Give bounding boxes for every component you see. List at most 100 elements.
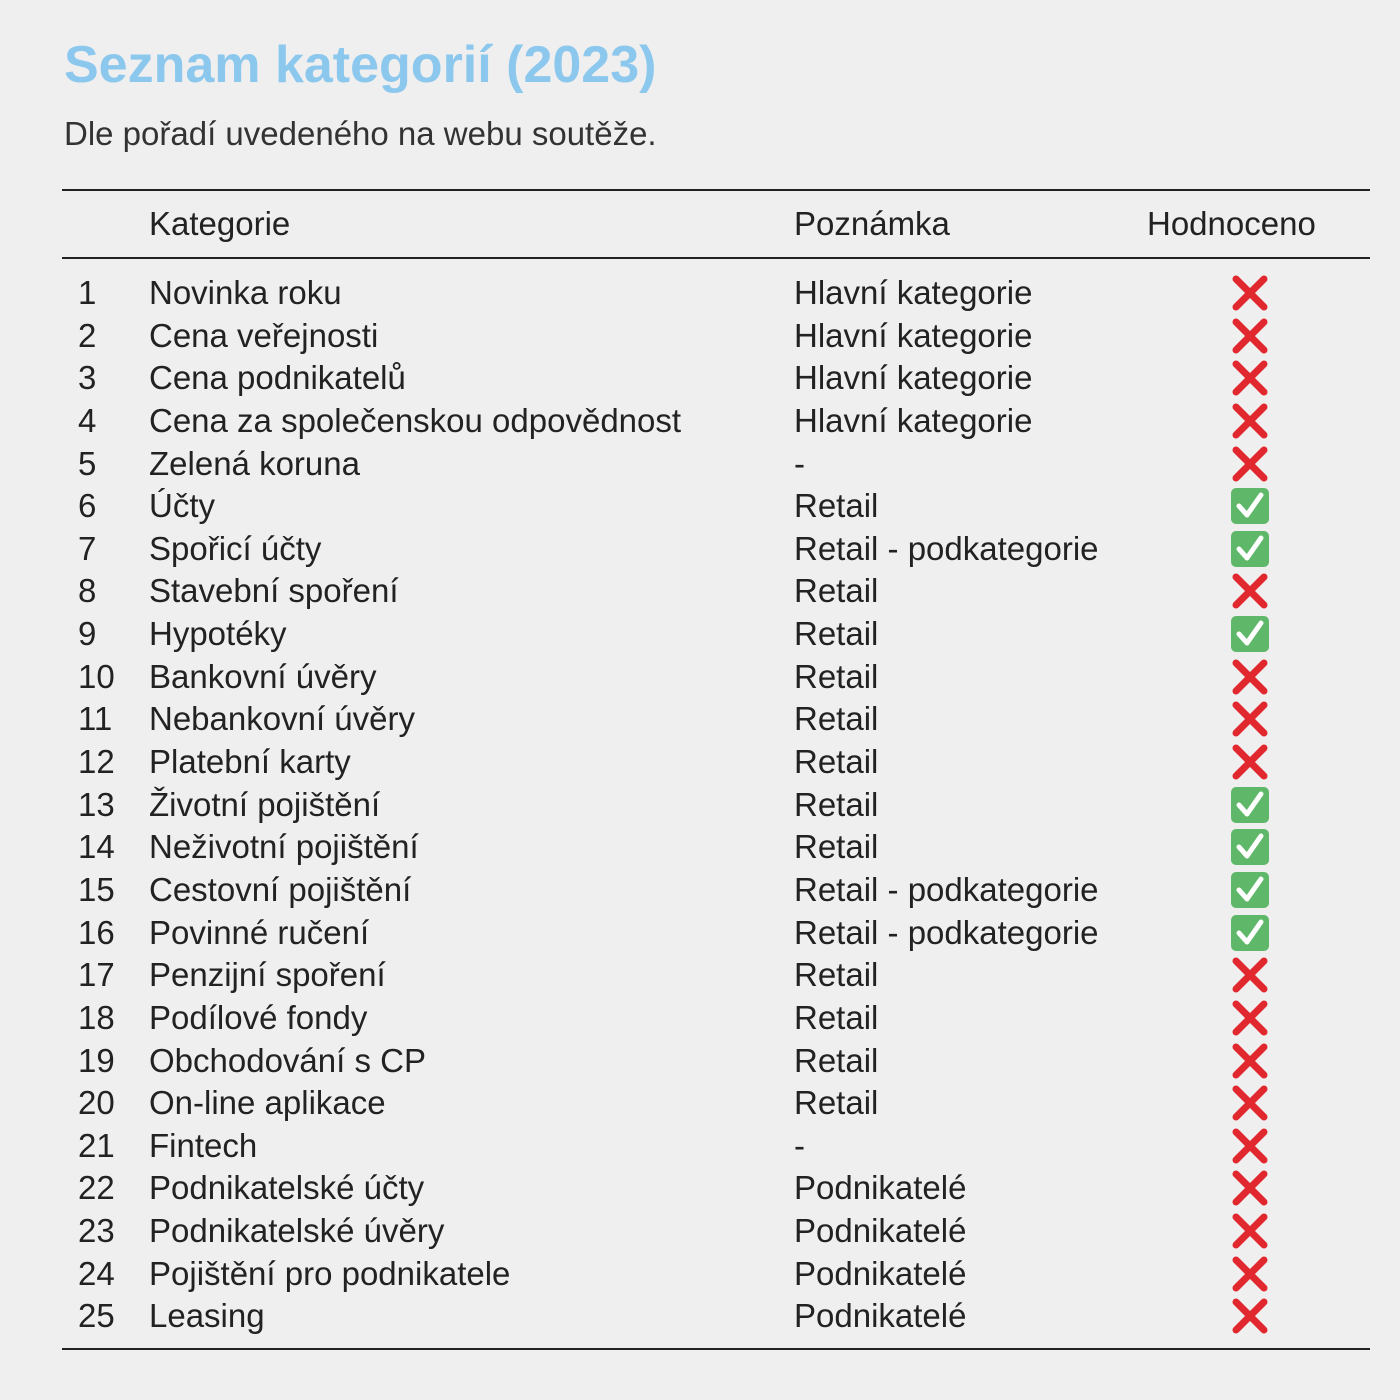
row-note: Hlavní kategorie xyxy=(794,359,1033,397)
row-note: Retail xyxy=(794,956,879,994)
table-row: 8 Stavební spoření Retail xyxy=(0,570,1400,613)
row-note: Podnikatelé xyxy=(794,1254,967,1292)
row-category: Bankovní úvěry xyxy=(149,657,377,695)
cross-mark-icon xyxy=(1230,403,1270,439)
check-mark-icon xyxy=(1230,488,1270,525)
row-category: Podnikatelské účty xyxy=(149,1169,425,1207)
table-row: 17 Penzijní spoření Retail xyxy=(0,954,1400,997)
row-note: Retail xyxy=(794,998,879,1036)
row-note: Retail xyxy=(794,572,879,610)
page-subtitle: Dle pořadí uvedeného na webu soutěže. xyxy=(64,115,657,152)
row-category: Cena za společenskou odpovědnost xyxy=(149,401,682,439)
cross-mark-icon xyxy=(1230,360,1270,396)
cross-mark-icon xyxy=(1230,1256,1270,1292)
table-row: 20 On-line aplikace Retail xyxy=(0,1082,1400,1125)
cross-mark-icon xyxy=(1230,1128,1270,1164)
row-number: 7 xyxy=(78,529,97,567)
table-top-rule xyxy=(62,189,1370,191)
row-category: Stavební spoření xyxy=(149,572,399,610)
row-note: Retail - podkategorie xyxy=(794,913,1099,951)
row-number: 1 xyxy=(78,274,97,311)
table-row: 7 Spořicí účty Retail - podkategorie xyxy=(0,528,1400,571)
row-note: Retail xyxy=(794,1041,879,1079)
row-category: Účty xyxy=(149,487,215,525)
row-category: Podílové fondy xyxy=(149,998,368,1036)
row-note: Retail xyxy=(794,487,879,525)
cross-mark-icon xyxy=(1230,446,1270,482)
table-row: 11 Nebankovní úvěry Retail xyxy=(0,698,1400,741)
cross-mark-icon xyxy=(1230,744,1270,780)
row-number: 25 xyxy=(78,1297,115,1335)
check-mark-icon xyxy=(1230,616,1270,653)
row-category: Cestovní pojištění xyxy=(149,870,412,908)
row-category: Neživotní pojištění xyxy=(149,828,419,866)
column-header-category: Kategorie xyxy=(149,205,291,242)
table-body: 1 Novinka roku Hlavní kategorie 2 Cena veřej… xyxy=(0,272,1400,1338)
row-category: Hypotéky xyxy=(149,615,287,653)
table-row: 23 Podnikatelské úvěry Podnikatelé xyxy=(0,1210,1400,1253)
table-row: 18 Podílové fondy Retail xyxy=(0,997,1400,1040)
row-category: Povinné ručení xyxy=(149,913,370,951)
table-row: 21 Fintech - xyxy=(0,1125,1400,1168)
row-note: Retail - podkategorie xyxy=(794,870,1099,908)
table-row: 10 Bankovní úvěry Retail xyxy=(0,656,1400,699)
row-number: 17 xyxy=(78,956,115,994)
table-row: 4 Cena za společenskou odpovědnost Hlavní … xyxy=(0,400,1400,443)
row-number: 21 xyxy=(78,1126,115,1164)
row-number: 24 xyxy=(78,1254,115,1292)
row-category: Cena podnikatelů xyxy=(149,359,406,397)
cross-mark-icon xyxy=(1230,701,1270,737)
row-note: Retail xyxy=(794,657,879,695)
row-number: 8 xyxy=(78,572,97,610)
row-category: Životní pojištění xyxy=(149,785,381,823)
row-note: Retail xyxy=(794,615,879,653)
cross-mark-icon xyxy=(1230,1213,1270,1249)
row-number: 4 xyxy=(78,401,97,439)
table-row: 24 Pojištění pro podnikatele Podnikatelé xyxy=(0,1253,1400,1296)
table-bottom-rule xyxy=(62,1348,1370,1350)
table-row: 14 Neživotní pojištění Retail xyxy=(0,826,1400,869)
row-note: Retail xyxy=(794,700,879,738)
row-category: Fintech xyxy=(149,1126,258,1164)
table-row: 2 Cena veřejnosti Hlavní kategorie xyxy=(0,315,1400,358)
row-note: Retail xyxy=(794,828,879,866)
cross-mark-icon xyxy=(1230,1085,1270,1121)
row-note: - xyxy=(794,1126,805,1164)
row-note: Hlavní kategorie xyxy=(794,316,1033,354)
row-number: 13 xyxy=(78,785,115,823)
row-category: Zelená koruna xyxy=(149,444,360,482)
cross-mark-icon xyxy=(1230,1298,1270,1334)
row-note: Retail xyxy=(794,743,879,781)
row-number: 12 xyxy=(78,743,115,781)
check-mark-icon xyxy=(1230,786,1270,823)
table-row: 3 Cena podnikatelů Hlavní kategorie xyxy=(0,357,1400,400)
table-row: 22 Podnikatelské účty Podnikatelé xyxy=(0,1167,1400,1210)
row-number: 23 xyxy=(78,1212,115,1250)
row-number: 9 xyxy=(78,615,97,653)
row-category: Spořicí účty xyxy=(149,529,322,567)
row-category: Nebankovní úvěry xyxy=(149,700,415,738)
cross-mark-icon xyxy=(1230,1170,1270,1206)
check-mark-icon xyxy=(1230,871,1270,908)
row-note: Retail xyxy=(794,1084,879,1122)
row-note: Podnikatelé xyxy=(794,1212,967,1250)
check-mark-icon xyxy=(1230,530,1270,567)
table-row: 16 Povinné ručení Retail - podkategorie xyxy=(0,912,1400,955)
cross-mark-icon xyxy=(1230,573,1270,609)
row-category: Cena veřejnosti xyxy=(149,316,379,354)
row-number: 14 xyxy=(78,828,115,866)
table-row: 15 Cestovní pojištění Retail - podkategori… xyxy=(0,869,1400,912)
row-category: Obchodování s CP xyxy=(149,1041,426,1079)
cross-mark-icon xyxy=(1230,318,1270,354)
page-title: Seznam kategorií (2023) xyxy=(64,36,657,94)
cross-mark-icon xyxy=(1230,659,1270,695)
row-note: Hlavní kategorie xyxy=(794,401,1033,439)
row-number: 18 xyxy=(78,998,115,1036)
check-mark-icon xyxy=(1230,829,1270,866)
table-row: 13 Životní pojištění Retail xyxy=(0,784,1400,827)
row-note: Retail xyxy=(794,785,879,823)
row-category: Penzijní spoření xyxy=(149,956,386,994)
table-row: 12 Platební karty Retail xyxy=(0,741,1400,784)
row-number: 20 xyxy=(78,1084,115,1122)
row-note: Retail - podkategorie xyxy=(794,529,1099,567)
